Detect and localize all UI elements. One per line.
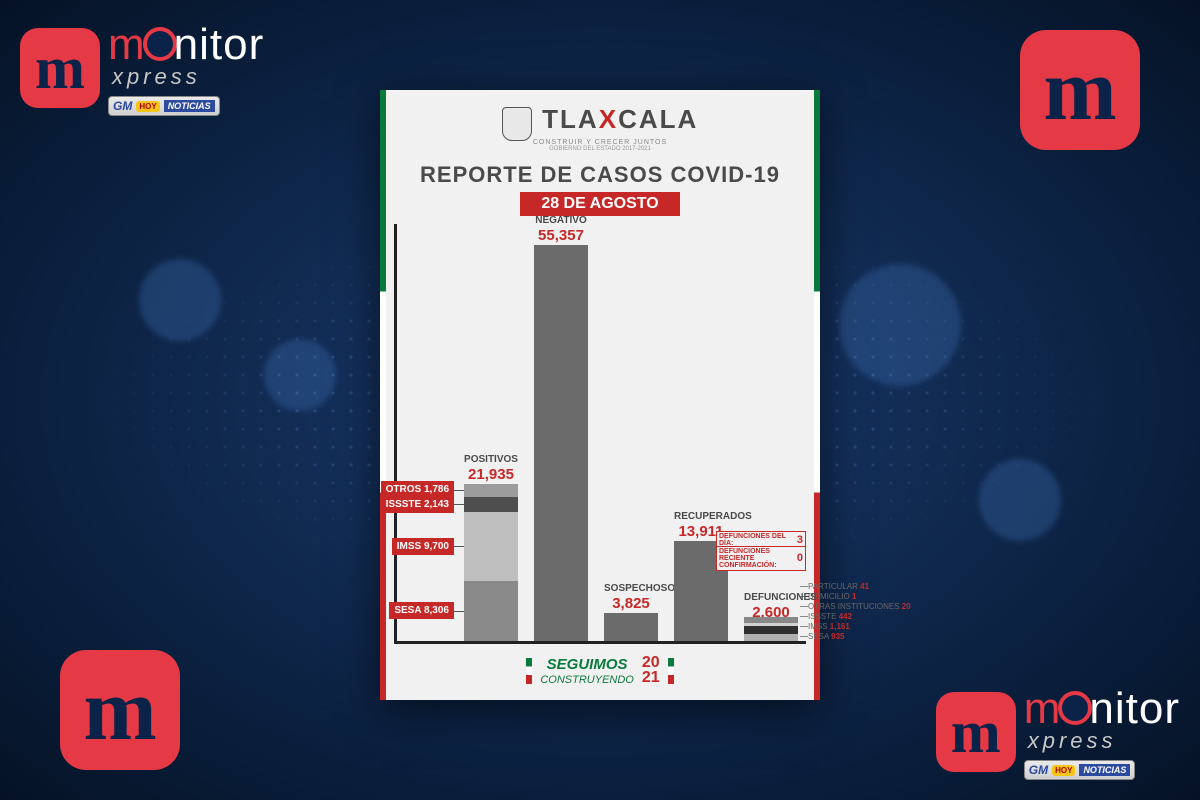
defunciones-detail: OTRAS INSTITUCIONES 20 <box>808 602 911 611</box>
bar-segment <box>464 497 518 512</box>
bar-segment <box>744 623 798 626</box>
monitor-logo-text: mnitor xpress GM HOY NOTICIAS <box>1024 684 1180 780</box>
defunciones-detail: IMSS 1,161 <box>808 622 850 631</box>
monitor-m-icon: m <box>20 28 100 108</box>
bar-segment <box>464 484 518 497</box>
defunciones-detail: SESA 935 <box>808 632 844 641</box>
report-date-badge: 28 DE AGOSTO <box>520 192 680 216</box>
state-motto: CONSTRUIR Y CRECER JUNTOS <box>380 139 820 146</box>
bar-label: SOSPECHOSOS <box>604 583 658 594</box>
monitor-logo-bottom-right: m mnitor xpress GM HOY NOTICIAS <box>936 684 1180 780</box>
monitor-m-icon: m <box>936 692 1016 772</box>
defunciones-detail: ISSSTE 442 <box>808 612 852 621</box>
bar-segment <box>464 581 518 640</box>
bar-label: POSITIVOS <box>464 454 518 465</box>
bar-value: 3,825 <box>604 595 658 612</box>
y-axis <box>394 224 397 644</box>
bar-label: NEGATIVO <box>534 215 588 226</box>
bar-segment <box>464 512 518 581</box>
gm-noticias-badge: GM HOY NOTICIAS <box>1024 760 1136 780</box>
bar-sospechosos: SOSPECHOSOS3,825 <box>604 613 658 640</box>
mini-flag-icon <box>526 658 532 684</box>
state-name: TLAXCALA <box>542 104 698 134</box>
monitor-logo-top-left: m mnitor xpress GM HOY NOTICIAS <box>20 20 264 116</box>
bar-segment <box>744 619 798 621</box>
gm-noticias-badge: GM HOY NOTICIAS <box>108 96 220 116</box>
bar-label: DEFUNCIONES <box>744 592 798 603</box>
segment-callout: OTROS 1,786 <box>381 481 454 498</box>
m-glyph: m <box>951 698 1001 767</box>
covid-report-card: TLAXCALA CONSTRUIR Y CRECER JUNTOS GOBIE… <box>380 90 820 700</box>
report-title: REPORTE DE CASOS COVID-19 <box>380 162 820 188</box>
segment-callout: SESA 8,306 <box>389 602 454 619</box>
mini-flag-icon <box>668 658 674 684</box>
bar-segment <box>744 621 798 623</box>
covid-bar-chart: POSITIVOS21,935SESA 8,306IMSS 9,700ISSST… <box>394 224 806 644</box>
state-shield-icon <box>502 107 532 141</box>
bar-positivos: POSITIVOS21,935SESA 8,306IMSS 9,700ISSST… <box>464 484 518 641</box>
bar-segment <box>744 626 798 634</box>
gov-period: GOBIERNO DEL ESTADO 2017-2021 <box>380 146 820 152</box>
bar-defunciones: DEFUNCIONES2,600 <box>744 622 798 641</box>
bar-negativo: NEGATIVO55,357 <box>534 245 588 640</box>
x-axis <box>394 641 806 644</box>
segment-callout: IMSS 9,700 <box>392 538 454 555</box>
gov-header: TLAXCALA CONSTRUIR Y CRECER JUNTOS GOBIE… <box>380 104 820 152</box>
brand-name: mnitor <box>1024 684 1180 734</box>
footer-slogan: SEGUIMOS CONSTRUYENDO 20 21 <box>380 656 820 686</box>
flag-stripe-left <box>380 90 386 700</box>
bar-label: RECUPERADOS <box>674 511 728 522</box>
monitor-icon-top-right: m <box>1020 30 1140 150</box>
bar-segment <box>744 634 798 641</box>
defunciones-summary-box: DEFUNCIONES RECIENTE CONFIRMACIÓN:0 <box>716 546 806 571</box>
brand-name: mnitor <box>108 20 264 70</box>
bar-value: 55,357 <box>534 227 588 244</box>
bar-segment <box>744 617 798 619</box>
m-glyph: m <box>35 34 85 103</box>
monitor-icon-bottom-left: m <box>60 650 180 770</box>
monitor-logo-text: mnitor xpress GM HOY NOTICIAS <box>108 20 264 116</box>
defunciones-detail: PARTICULAR 41 <box>808 582 869 591</box>
bar-value: 21,935 <box>464 466 518 483</box>
